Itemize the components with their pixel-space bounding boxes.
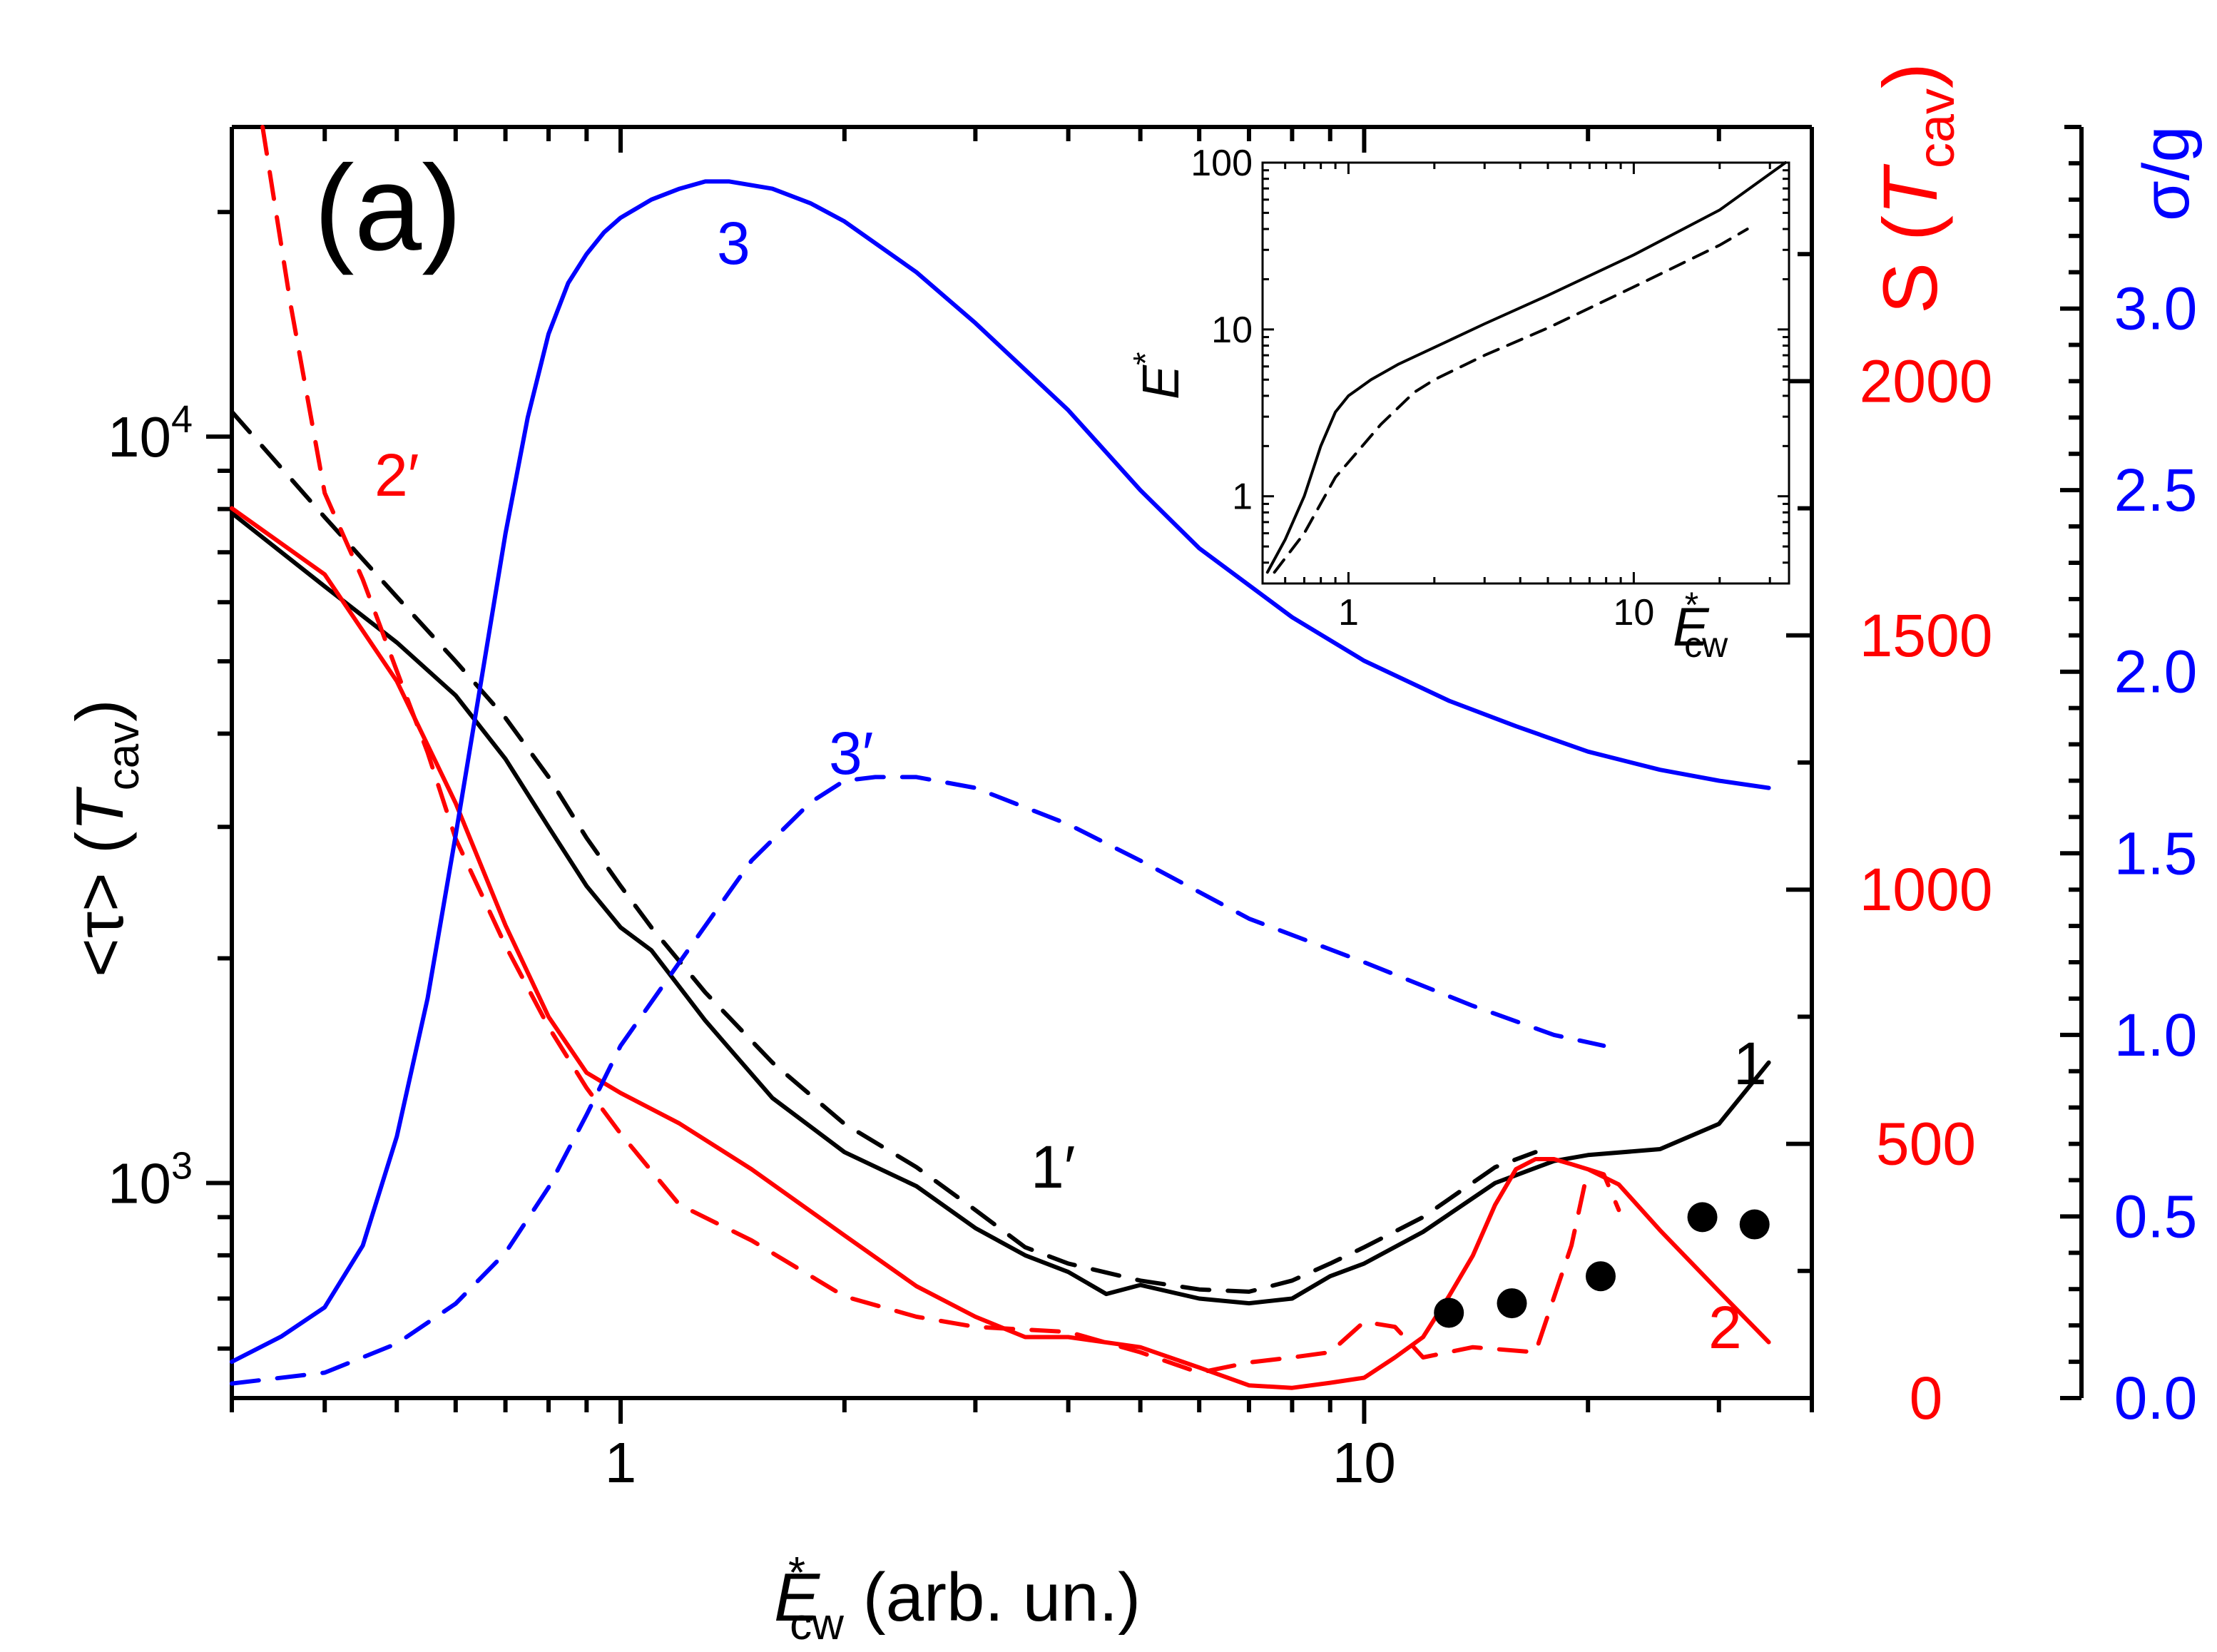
inset-x-label-sub: cw bbox=[1684, 625, 1728, 665]
right1-tick-label: 2000 bbox=[1860, 347, 1993, 414]
data-point bbox=[1585, 1261, 1616, 1292]
inset-y-label-main: E bbox=[1133, 364, 1190, 399]
right1-label-pre: S ( bbox=[1867, 215, 1953, 314]
x-label-sub: cw bbox=[790, 1600, 844, 1649]
inset-y-tick-label: 1 bbox=[1232, 476, 1253, 518]
data-point bbox=[1497, 1288, 1527, 1319]
left-y-tick-label: 104 bbox=[108, 398, 193, 469]
x-label-main: E bbox=[774, 1559, 820, 1636]
axes-ticks: 1 1010310405001000150020000.00.51.01.52.0… bbox=[108, 125, 2198, 1494]
curve-label-1: 1 bbox=[1733, 1030, 1767, 1097]
right2-tick-label: 2.0 bbox=[2114, 638, 2198, 705]
series-line-1 bbox=[230, 511, 1771, 1306]
right1-label-main: T bbox=[1867, 163, 1953, 215]
inset-series-dashed bbox=[1273, 228, 1749, 574]
inset-y-label-sup: * bbox=[1127, 352, 1165, 365]
left-label-pre: <τ> ( bbox=[62, 832, 137, 977]
data-point bbox=[1739, 1209, 1770, 1240]
right1-label-sub: cav bbox=[1908, 88, 1965, 168]
left-axis-label: <τ> (Tcav) bbox=[62, 699, 148, 977]
right2-tick-label: 0.5 bbox=[2114, 1183, 2198, 1250]
x-tick-label: 1 bbox=[605, 1431, 637, 1494]
right2-tick-label: 3.0 bbox=[2114, 275, 2198, 342]
panel-label: (a) bbox=[314, 141, 462, 276]
inset-x-label-sup: * bbox=[1685, 585, 1698, 625]
plot-frame bbox=[230, 125, 2084, 1400]
series-line-3 bbox=[230, 179, 1771, 1365]
x-axis-label: E* cw (arb. un.) bbox=[774, 1549, 1141, 1649]
left-label-post: ) bbox=[62, 699, 137, 721]
x-label-sup: * bbox=[788, 1549, 805, 1598]
inset-x-label: E* cw bbox=[1673, 585, 1728, 665]
curve-label-3: 2 bbox=[1708, 1294, 1742, 1361]
left-y-tick-base: 10 bbox=[108, 405, 171, 469]
left-label-main: T bbox=[62, 787, 137, 832]
inset-x-label-main: E bbox=[1673, 597, 1710, 658]
right1-tick-label: 500 bbox=[1876, 1111, 1976, 1178]
x-label-rest: (arb. un.) bbox=[844, 1559, 1141, 1636]
left-y-tick-exp: 4 bbox=[171, 398, 193, 441]
right1-tick-label: 0 bbox=[1910, 1365, 1943, 1432]
left-y-tick-base: 10 bbox=[108, 1151, 171, 1215]
right2-tick-label: 1.0 bbox=[2114, 1001, 2198, 1069]
right1-tick-label: 1500 bbox=[1860, 602, 1993, 669]
left-y-tick-label: 103 bbox=[108, 1144, 193, 1215]
right2-tick-label: 0.0 bbox=[2114, 1365, 2198, 1432]
inset-y-label: E* bbox=[1127, 352, 1190, 399]
inset-y-tick-label: 100 bbox=[1191, 143, 1253, 184]
curve-label-5: 3 bbox=[717, 210, 750, 277]
right2-axis-label: σ/g bbox=[2130, 126, 2203, 221]
series-layer bbox=[230, 125, 1771, 1390]
left-y-tick-exp: 3 bbox=[171, 1144, 193, 1187]
right2-tick-label: 2.5 bbox=[2114, 457, 2198, 524]
right1-tick-label: 1000 bbox=[1860, 856, 1993, 923]
x-tick-label: 10 bbox=[1332, 1431, 1396, 1494]
labels-layer: (a)11′22′33′E* cw (arb. un.)<τ> (Tcav)S (… bbox=[62, 63, 2203, 1649]
inset-frame bbox=[1261, 161, 1790, 585]
inset-x-tick-label: 10 bbox=[1613, 592, 1654, 633]
curve-label-6: 3′ bbox=[829, 720, 873, 787]
right1-axis-label: S (Tcav) bbox=[1867, 63, 1965, 314]
inset-series-solid bbox=[1265, 161, 1787, 574]
dots-layer bbox=[1434, 1202, 1770, 1328]
data-point bbox=[1687, 1202, 1718, 1233]
series-line-3-prime bbox=[230, 775, 1606, 1386]
right1-label-post: ) bbox=[1867, 63, 1953, 88]
inset-x-tick-label: 1 bbox=[1338, 592, 1359, 633]
curve-label-2: 1′ bbox=[1031, 1133, 1075, 1200]
left-label-sub: cav bbox=[99, 722, 148, 790]
series-line-2 bbox=[230, 506, 1771, 1390]
series-line-1-prime bbox=[230, 409, 1538, 1294]
inset-y-tick-label: 10 bbox=[1211, 310, 1253, 351]
series-line-2-prime bbox=[260, 125, 1621, 1375]
right2-tick-label: 1.5 bbox=[2114, 820, 2198, 887]
curve-label-4: 2′ bbox=[374, 442, 419, 509]
data-point bbox=[1434, 1297, 1464, 1328]
